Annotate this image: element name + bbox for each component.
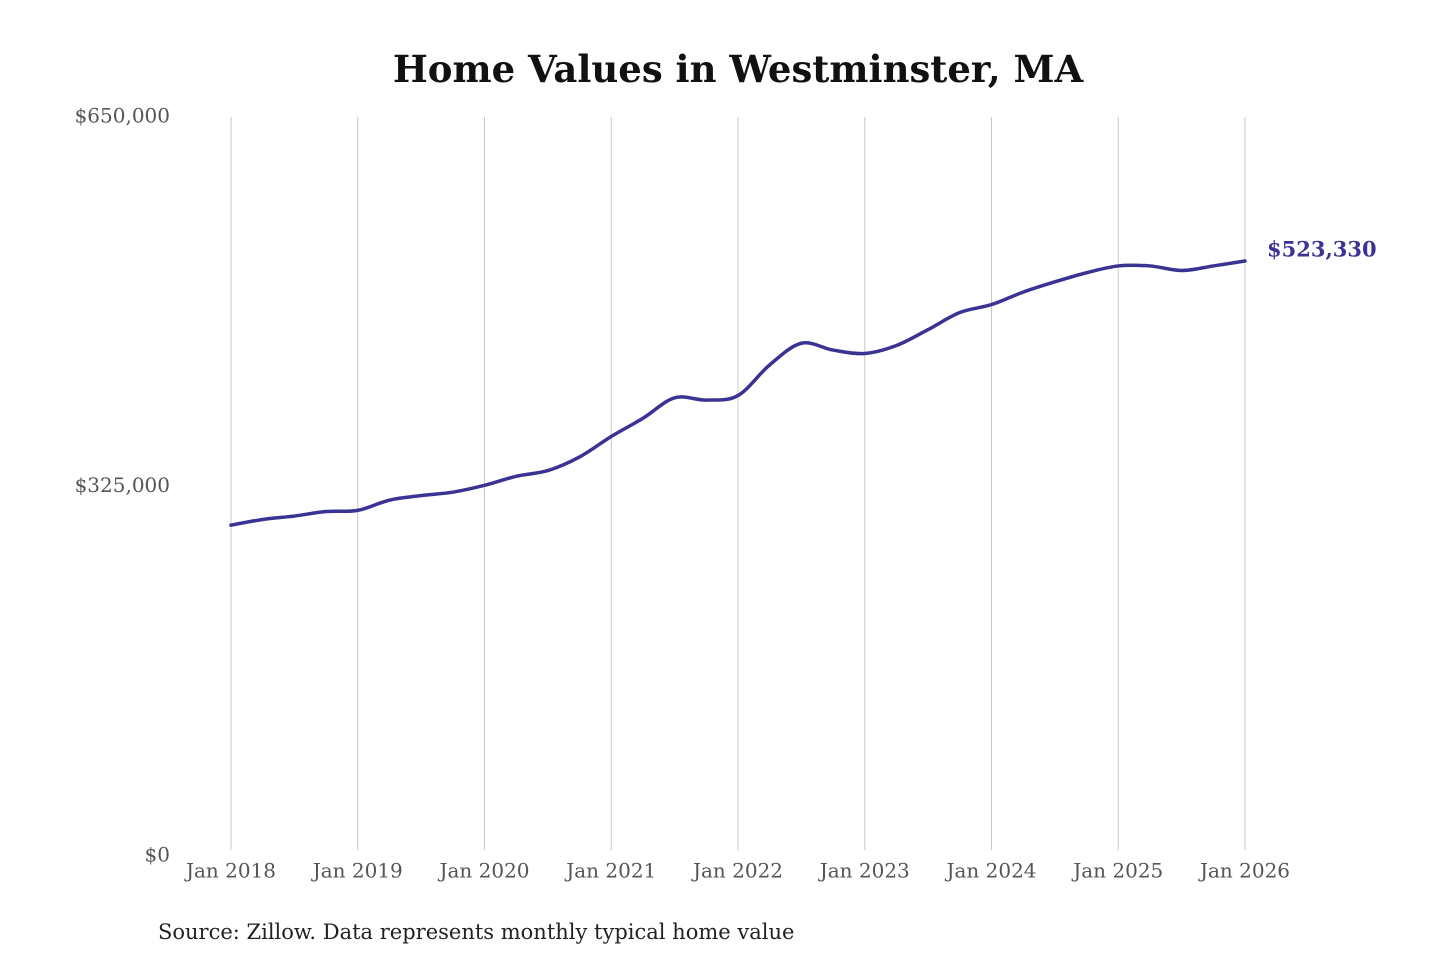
x-tick-label: Jan 2026 <box>1198 859 1290 883</box>
x-tick-label: Jan 2024 <box>944 859 1036 883</box>
source-note: Source: Zillow. Data represents monthly … <box>158 920 794 944</box>
chart-title: Home Values in Westminster, MA <box>393 47 1085 91</box>
x-tick-label: Jan 2022 <box>691 859 783 883</box>
x-tick-label: Jan 2023 <box>818 859 910 883</box>
y-tick-label: $0 <box>145 843 170 867</box>
y-tick-label: $325,000 <box>75 473 170 497</box>
x-tick-label: Jan 2021 <box>564 859 656 883</box>
x-tick-label: Jan 2020 <box>437 859 529 883</box>
x-tick-label: Jan 2018 <box>184 859 276 883</box>
data-line <box>229 259 1247 527</box>
value-label: $523,330 <box>1267 237 1377 262</box>
x-tick-label: Jan 2019 <box>311 859 403 883</box>
x-tick-label: Jan 2025 <box>1071 859 1163 883</box>
y-tick-label: $650,000 <box>75 104 170 128</box>
